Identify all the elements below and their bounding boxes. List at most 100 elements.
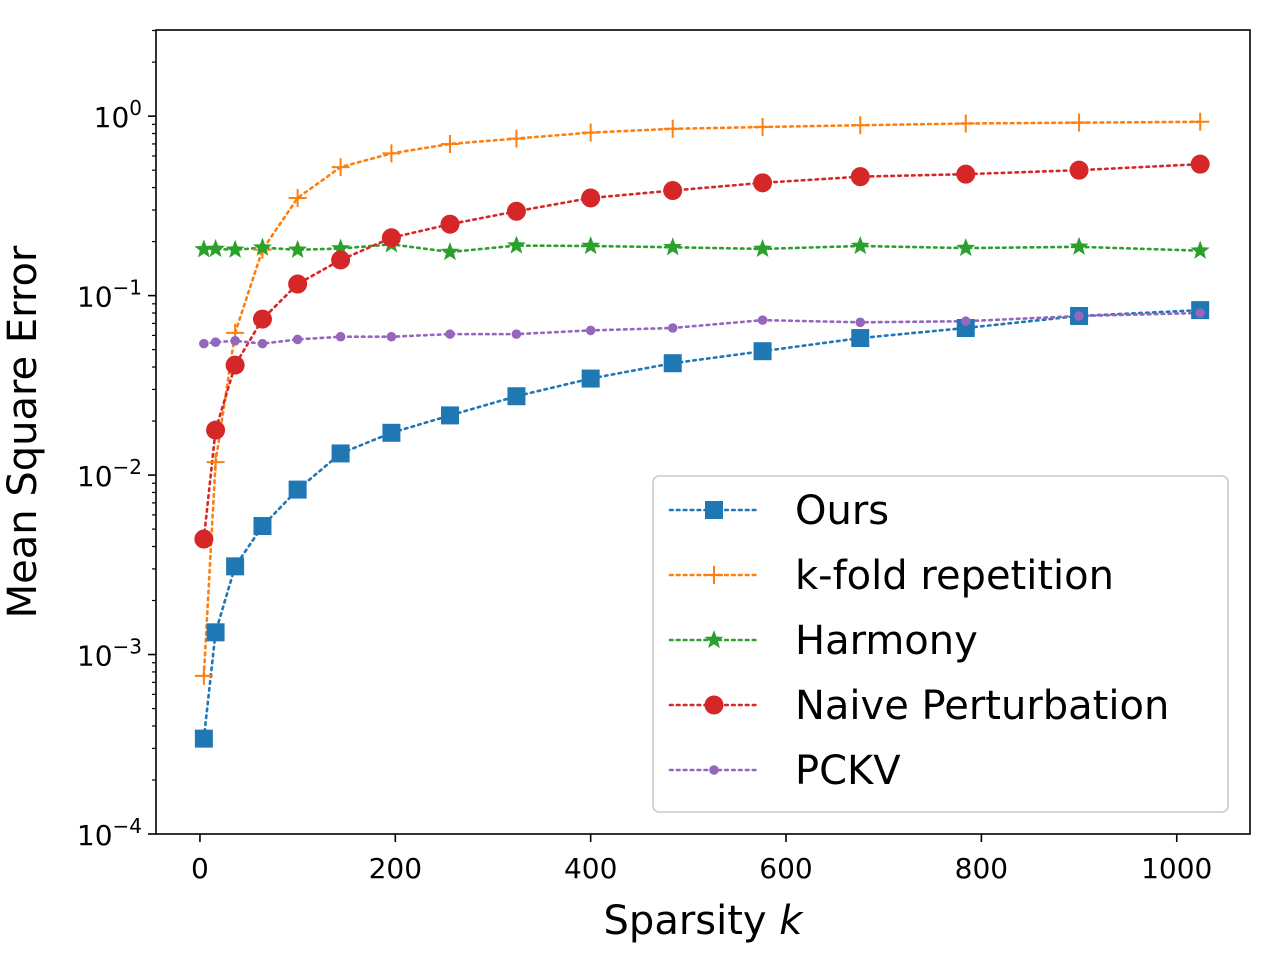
data-point: [441, 134, 460, 153]
data-point: [206, 420, 226, 440]
data-point: [331, 250, 351, 270]
data-point: [1069, 236, 1089, 255]
data-point: [288, 239, 308, 258]
data-point: [753, 117, 772, 136]
data-point: [257, 338, 268, 349]
data-point: [335, 331, 346, 342]
x-tick-label: 200: [369, 852, 422, 885]
data-point: [206, 453, 225, 472]
data-point: [194, 239, 214, 258]
data-point: [956, 164, 976, 184]
series-line-1: [202, 120, 1202, 678]
series-markers: [194, 112, 1210, 748]
legend-marker: [705, 501, 723, 519]
legend-label: k-fold repetition: [795, 553, 1114, 599]
data-point: [230, 335, 240, 346]
y-tick-label: 100: [94, 96, 142, 134]
data-point: [1190, 154, 1210, 174]
data-point: [507, 129, 526, 148]
legend-label: Harmony: [795, 618, 978, 664]
data-point: [288, 274, 308, 294]
data-point: [507, 387, 526, 406]
data-point: [1069, 160, 1089, 180]
data-point: [851, 116, 870, 135]
series-points-2: [194, 234, 1210, 261]
data-point: [226, 557, 245, 576]
data-point: [581, 369, 600, 388]
data-point: [1070, 113, 1089, 132]
data-point: [194, 666, 213, 685]
data-point: [753, 238, 773, 258]
data-point: [960, 316, 971, 327]
series-line-4: [202, 311, 1202, 345]
data-point: [206, 238, 226, 258]
legend-marker: [704, 630, 724, 649]
series-points-1: [194, 112, 1210, 685]
data-point: [382, 423, 401, 442]
data-point: [753, 342, 772, 361]
x-tick-label: 400: [564, 852, 617, 885]
data-point: [288, 480, 307, 499]
series-points-4: [199, 308, 1205, 349]
data-point: [851, 329, 870, 348]
data-point: [382, 144, 401, 163]
x-axis-label: Sparsity k: [604, 898, 805, 944]
x-tick-label: 1000: [1141, 852, 1212, 885]
data-point: [850, 235, 870, 255]
data-point: [252, 309, 272, 329]
y-tick-label: 10−1: [77, 276, 142, 314]
legend-item: Harmony: [668, 618, 978, 664]
data-point: [292, 334, 303, 345]
x-axis-ticks: 0 200 400 600 800 1000: [191, 834, 1212, 885]
x-axis-label-main: Sparsity: [604, 898, 767, 944]
x-tick-label: 800: [955, 852, 1008, 885]
data-point: [663, 354, 682, 373]
series-points-3: [194, 154, 1210, 549]
data-point: [757, 315, 768, 325]
data-point: [581, 188, 601, 208]
data-point: [663, 237, 683, 256]
y-tick-label: 10−3: [77, 635, 142, 673]
y-axis-label: Mean Square Error: [0, 245, 46, 618]
plot-frame: [155, 29, 1251, 835]
legend-item: PCKV: [668, 748, 901, 794]
series-line-3: [202, 162, 1202, 541]
x-axis-label-variable: k: [779, 898, 804, 944]
legend-marker: [704, 695, 724, 715]
data-point: [667, 323, 678, 333]
data-point: [585, 325, 596, 336]
data-point: [210, 337, 221, 348]
data-point: [206, 623, 225, 642]
series-line-0: [202, 308, 1202, 740]
legend: Ours k-fold repetition Harmony Naive Pertur…: [652, 475, 1229, 813]
legend-item: Naive Perturbation: [668, 683, 1169, 729]
series-points-0: [194, 301, 1210, 748]
data-point: [956, 318, 975, 337]
legend-marker: [709, 765, 719, 775]
data-point: [225, 239, 245, 258]
data-point: [253, 517, 272, 536]
data-point: [225, 355, 245, 375]
series-line-2: [202, 243, 1202, 254]
data-point: [440, 241, 460, 261]
y-tick-label: 10−2: [77, 455, 142, 493]
legend-label: Ours: [795, 488, 889, 534]
data-point: [850, 167, 870, 187]
data-point: [506, 201, 526, 221]
data-point: [331, 158, 350, 177]
y-axis-ticks: 100 10−1 10−2 10−3 10−4: [77, 96, 156, 852]
data-point: [252, 237, 272, 256]
legend-item: k-fold repetition: [668, 553, 1114, 599]
data-point: [445, 329, 455, 339]
legend-item: Ours: [668, 488, 889, 534]
data-point: [386, 331, 397, 342]
data-point: [956, 238, 976, 257]
legend-label: Naive Perturbation: [795, 683, 1169, 729]
data-point: [956, 114, 975, 133]
data-point: [381, 228, 401, 248]
data-point: [663, 181, 683, 201]
data-point: [1191, 112, 1210, 131]
legend-frame: [652, 475, 1229, 813]
data-point: [511, 329, 522, 339]
